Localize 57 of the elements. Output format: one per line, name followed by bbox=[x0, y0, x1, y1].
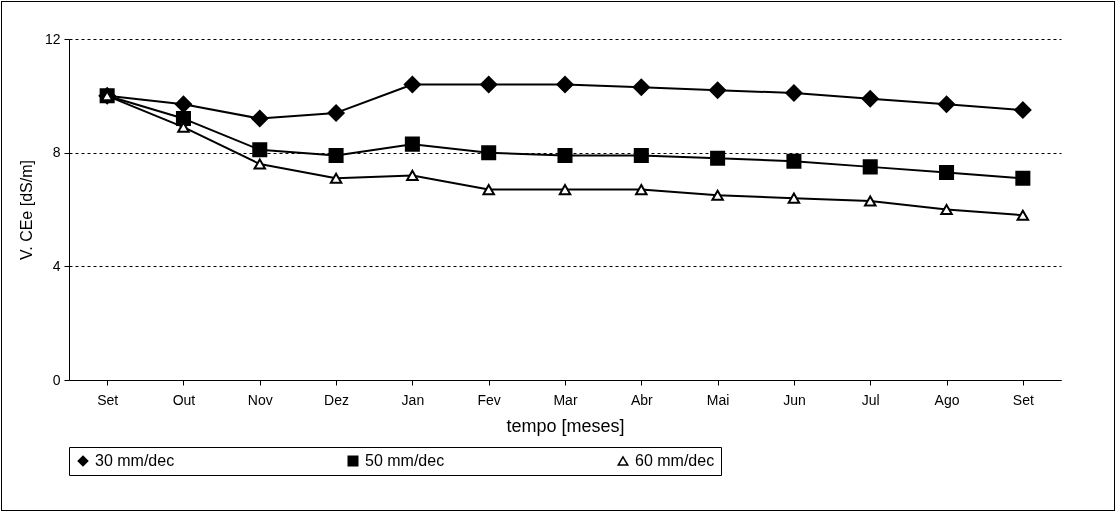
x-tick-label: Set bbox=[97, 391, 119, 408]
point bbox=[632, 78, 650, 96]
point bbox=[252, 142, 268, 158]
y-tick-label: 8 bbox=[52, 144, 61, 161]
point bbox=[404, 136, 420, 152]
point bbox=[937, 95, 956, 113]
y-tick-label: 12 bbox=[44, 30, 61, 47]
x-tick-label: Mar bbox=[553, 391, 578, 408]
x-tick-label: Dez bbox=[324, 391, 350, 408]
point bbox=[862, 159, 878, 175]
point bbox=[556, 75, 574, 94]
point bbox=[863, 195, 877, 207]
point bbox=[253, 158, 267, 170]
point bbox=[175, 111, 191, 127]
point bbox=[327, 104, 345, 122]
point bbox=[557, 147, 573, 164]
point bbox=[939, 165, 955, 181]
point bbox=[786, 153, 802, 169]
point bbox=[1015, 170, 1031, 186]
point bbox=[1014, 101, 1032, 119]
point bbox=[251, 109, 269, 128]
point bbox=[481, 145, 497, 161]
x-tick-label: Set bbox=[1012, 391, 1034, 408]
point bbox=[406, 169, 419, 181]
point bbox=[785, 84, 803, 102]
point bbox=[711, 189, 724, 201]
y-tick-label: 4 bbox=[52, 257, 61, 274]
legend-label: 60 mm/dec bbox=[635, 452, 715, 469]
point bbox=[635, 184, 648, 196]
y-tick-label: 0 bbox=[52, 371, 61, 388]
x-tick-label: Jun bbox=[783, 391, 806, 408]
point bbox=[633, 147, 649, 164]
point bbox=[558, 184, 572, 196]
x-tick-label: Mai bbox=[706, 391, 730, 408]
point bbox=[403, 75, 421, 94]
x-tick-label: Nov bbox=[247, 391, 273, 408]
point bbox=[710, 150, 726, 166]
x-tick-label: Jan bbox=[401, 391, 425, 408]
point bbox=[709, 81, 727, 99]
point bbox=[329, 172, 343, 184]
legend-label: 50 mm/dec bbox=[365, 452, 445, 469]
x-tick-label: Out bbox=[172, 391, 196, 408]
x-tick-label: Fev bbox=[477, 391, 501, 408]
point bbox=[174, 95, 193, 113]
legend-label: 30 mm/dec bbox=[95, 452, 175, 469]
point bbox=[1016, 209, 1030, 221]
x-tick-label: Abr bbox=[630, 391, 654, 408]
x-tick-label: Jul bbox=[861, 391, 880, 408]
point bbox=[328, 147, 344, 164]
point bbox=[787, 192, 801, 204]
x-axis-title: tempo [meses] bbox=[506, 415, 625, 436]
point bbox=[940, 203, 953, 216]
point bbox=[482, 184, 495, 196]
point bbox=[480, 75, 498, 94]
point bbox=[861, 90, 879, 108]
x-tick-label: Ago bbox=[934, 391, 960, 408]
y-axis-title: V. CEe [dS/m] bbox=[17, 160, 35, 260]
